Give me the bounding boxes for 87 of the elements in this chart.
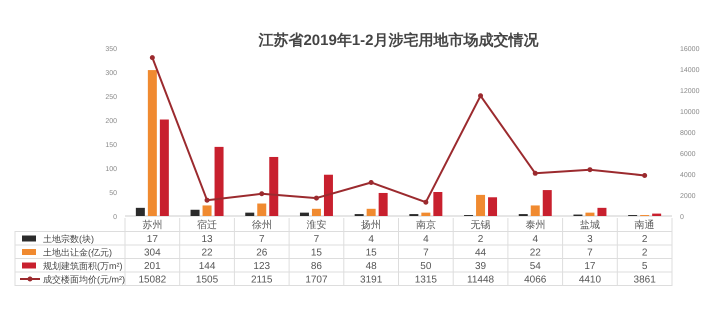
data-label: 48: [366, 261, 378, 272]
data-label: 1315: [414, 274, 438, 286]
chart-title: 江苏省2019年1-2月涉宅用地市场成交情况: [257, 31, 540, 49]
point: [368, 180, 374, 185]
bar: [530, 205, 540, 216]
x-tick-label: 泰州: [525, 219, 546, 231]
point: [423, 200, 428, 205]
legend-label: 成交楼面均价(元/m²): [43, 274, 125, 284]
point: [532, 170, 538, 176]
point: [314, 196, 319, 201]
point: [259, 191, 264, 196]
bar: [300, 212, 309, 216]
data-label: 123: [253, 261, 271, 272]
x-tick-label: 无锡: [470, 220, 491, 231]
bar: [597, 208, 606, 216]
point: [642, 172, 648, 178]
legend-label: 规划建筑面积(万m²): [43, 261, 122, 271]
data-label: 3: [587, 234, 594, 245]
bar: [214, 146, 224, 216]
point: [478, 93, 484, 98]
data-label: 39: [474, 261, 487, 272]
bar: [312, 208, 321, 216]
data-label: 26: [256, 248, 268, 258]
data-label: 13: [201, 234, 214, 245]
bar: [269, 156, 278, 216]
data-label: 201: [144, 261, 162, 272]
point: [150, 55, 155, 60]
data-label: 304: [144, 248, 162, 258]
data-label: 22: [201, 248, 214, 258]
data-label: 15082: [138, 274, 167, 286]
bar: [202, 205, 212, 216]
data-label: 11448: [467, 274, 495, 286]
bar: [421, 212, 430, 216]
bar: [324, 174, 333, 216]
data-label: 1505: [196, 274, 219, 286]
x-tick-label: 宿迁: [197, 219, 218, 231]
data-label: 22: [530, 248, 542, 258]
data-label: 3191: [360, 274, 383, 286]
bar: [160, 120, 169, 216]
data-label: 7: [587, 248, 594, 258]
data-label: 4: [423, 234, 430, 245]
data-label: 5: [642, 261, 648, 272]
data-label: 4410: [578, 274, 602, 286]
point: [587, 167, 592, 172]
bar: [245, 212, 254, 216]
x-tick-label: 盐城: [580, 219, 600, 231]
bar: [136, 208, 145, 216]
bar: [378, 192, 388, 216]
legend-label: 土地出让金(亿元): [43, 248, 112, 258]
data-label: 17: [584, 261, 596, 272]
data-label: 4: [368, 234, 374, 245]
bar: [585, 212, 594, 216]
data-label: 86: [310, 261, 322, 272]
x-tick-label: 徐州: [252, 219, 272, 231]
bar: [488, 197, 498, 216]
data-label: 44: [474, 248, 487, 258]
data-label: 3861: [634, 274, 656, 286]
data-label: 54: [530, 261, 542, 272]
data-label: 2115: [250, 274, 273, 286]
x-tick-label: 扬州: [361, 219, 382, 231]
data-label: 7: [258, 234, 265, 245]
legend-label: 土地宗数(块): [43, 234, 94, 244]
bar: [148, 70, 157, 216]
data-label: 2: [642, 234, 648, 245]
data-label: 2: [642, 248, 648, 258]
bar: [257, 204, 266, 216]
data-label: 4066: [524, 274, 547, 286]
x-tick-label: 南京: [416, 219, 436, 231]
data-label: 17: [146, 234, 158, 245]
data-label: 7: [423, 248, 430, 258]
bar: [542, 190, 552, 216]
data-label: 7: [314, 234, 320, 245]
data-label: 144: [198, 261, 216, 272]
data-label: 4: [532, 234, 538, 245]
bar: [433, 192, 442, 216]
bar: [366, 208, 376, 216]
x-tick-label: 苏州: [142, 219, 162, 231]
bar: [476, 194, 486, 216]
x-tick-label: 南通: [634, 219, 655, 231]
data-label: 15: [366, 248, 378, 258]
data-label: 50: [420, 261, 432, 272]
point: [204, 198, 210, 203]
data-label: 2: [478, 234, 484, 245]
bar: [190, 210, 200, 216]
data-label: 1707: [305, 274, 328, 286]
x-tick-label: 淮安: [306, 219, 326, 231]
data-label: 15: [310, 248, 322, 258]
